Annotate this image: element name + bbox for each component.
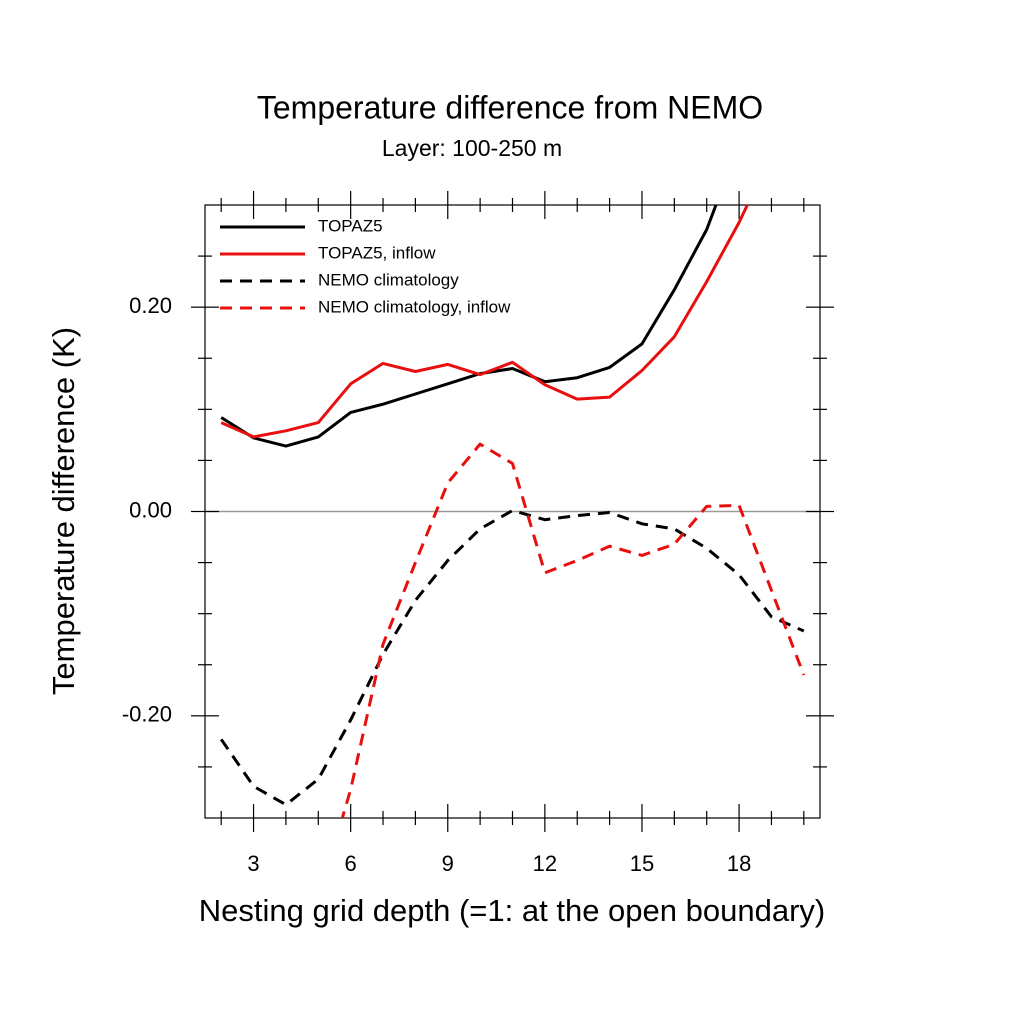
y-tick-label: -0.20 bbox=[122, 702, 172, 727]
x-tick-label: 12 bbox=[533, 851, 557, 876]
legend-label: TOPAZ5, inflow bbox=[318, 243, 436, 262]
chart-subtitle: Layer: 100-250 m bbox=[382, 135, 562, 161]
x-axis-label: Nesting grid depth (=1: at the open boun… bbox=[199, 893, 825, 928]
legend-label: TOPAZ5 bbox=[318, 216, 383, 235]
legend-label: NEMO climatology, inflow bbox=[318, 297, 511, 316]
y-tick-label: 0.00 bbox=[129, 497, 172, 522]
y-axis-label: Temperature difference (K) bbox=[46, 327, 81, 695]
data-line bbox=[219, 509, 805, 807]
plot-frame bbox=[204, 204, 821, 819]
chart-title: Temperature difference from NEMO bbox=[257, 89, 763, 125]
data-line bbox=[340, 442, 806, 818]
x-tick-label: 18 bbox=[727, 851, 751, 876]
plot-area bbox=[219, 205, 806, 818]
x-tick-label: 15 bbox=[630, 851, 654, 876]
y-tick-label: 0.20 bbox=[129, 293, 172, 318]
x-tick-label: 6 bbox=[345, 851, 357, 876]
data-line bbox=[220, 205, 718, 448]
legend-label: NEMO climatology bbox=[318, 270, 459, 289]
x-tick-label: 9 bbox=[442, 851, 454, 876]
x-tick-label: 3 bbox=[247, 851, 259, 876]
data-line bbox=[220, 205, 749, 439]
